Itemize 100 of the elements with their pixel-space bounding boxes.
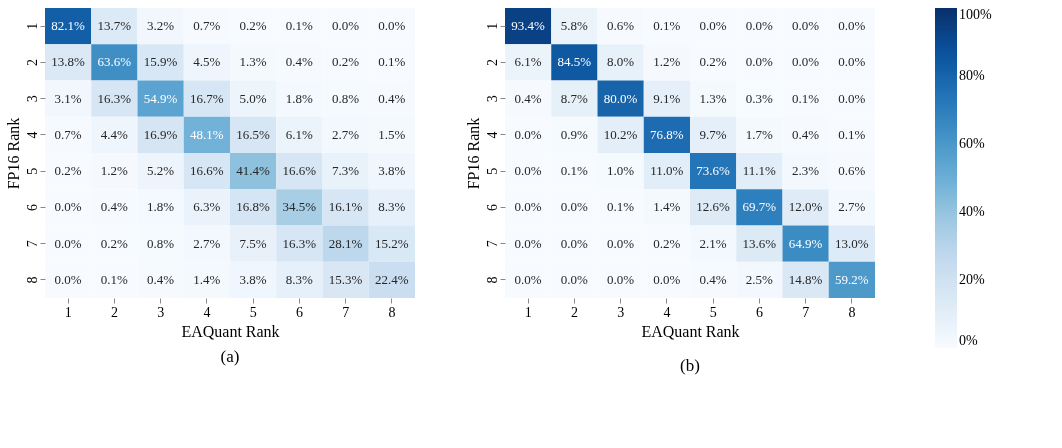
data-label: 48.1% (190, 126, 224, 142)
data-label: 6.1% (285, 126, 314, 142)
data-label: 1.4% (193, 271, 221, 287)
data-label: 12.6% (696, 199, 731, 215)
data-label: 0.0% (745, 54, 774, 70)
data-label: 0.0% (514, 271, 542, 287)
data-label: 0.9% (560, 126, 589, 142)
x-tick-label: 3 (617, 304, 625, 320)
data-label: 1.2% (100, 163, 129, 179)
data-label: 0.0% (792, 54, 820, 70)
data-label: 3.2% (147, 18, 175, 34)
y-tick-label: 5 (484, 167, 500, 175)
y-tick-label: 7 (24, 240, 40, 248)
data-label: 0.0% (54, 199, 82, 215)
x-tick-label: 1 (524, 304, 532, 320)
x-axis-title: EAQuant Rank (641, 322, 740, 340)
data-label: 2.1% (699, 235, 727, 251)
data-label: 1.2% (653, 54, 681, 70)
text: (b) (680, 356, 700, 375)
data-label: 16.3% (282, 235, 317, 251)
data-label: 0.0% (745, 18, 774, 34)
data-label: 0.4% (285, 54, 314, 70)
data-label: 15.9% (143, 54, 178, 70)
data-label: 3.1% (54, 90, 82, 106)
data-label: 12.0% (788, 199, 823, 215)
data-label: 22.4% (375, 271, 409, 287)
data-label: 0.1% (100, 271, 129, 287)
data-label: 0.0% (54, 271, 82, 287)
data-label: 0.0% (54, 235, 82, 251)
data-label: 13.7% (97, 18, 132, 34)
data-label: 93.4% (511, 18, 546, 34)
data-label: 16.8% (236, 199, 271, 215)
data-label: 59.2% (835, 271, 869, 287)
x-tick-label: 7 (802, 304, 810, 320)
data-label: 0.2% (699, 54, 727, 70)
data-label: 84.5% (557, 54, 592, 70)
data-label: 80.0% (603, 90, 638, 106)
data-label: 0.4% (699, 271, 727, 287)
data-label: 0.1% (838, 126, 866, 142)
data-label: 0.1% (792, 90, 820, 106)
data-label: 0.0% (378, 18, 406, 34)
data-label: 0.0% (607, 235, 635, 251)
data-label: 0.0% (838, 54, 866, 70)
x-tick-label: 5 (709, 304, 717, 320)
data-label: 11.1% (742, 163, 777, 179)
data-label: 1.0% (607, 163, 635, 179)
data-label: 0.4% (792, 126, 820, 142)
data-label: 0.0% (560, 235, 589, 251)
data-label: 5.8% (560, 18, 589, 34)
data-label: 1.3% (699, 90, 727, 106)
data-label: 0.0% (699, 18, 727, 34)
data-label: 0.0% (514, 163, 542, 179)
color-bar-label: 80% (959, 68, 985, 83)
data-label: 0.2% (653, 235, 681, 251)
data-label: 11.0% (650, 163, 684, 179)
data-label: 2.7% (193, 235, 221, 251)
y-tick-label: 4 (24, 131, 40, 139)
data-label: 14.8% (788, 271, 823, 287)
y-tick-label: 2 (24, 58, 40, 66)
data-label: 0.0% (838, 18, 866, 34)
data-label: 2.7% (838, 199, 866, 215)
data-label: 1.4% (653, 199, 681, 215)
data-label: 13.6% (742, 235, 777, 251)
data-label: 4.5% (193, 54, 221, 70)
data-label: 0.0% (514, 126, 542, 142)
data-label: 0.4% (514, 90, 542, 106)
data-label: 0.0% (560, 271, 589, 287)
data-label: 41.4% (236, 163, 271, 179)
text: (a) (220, 347, 240, 366)
data-label: 5.2% (147, 163, 175, 179)
data-label: 8.7% (560, 90, 589, 106)
data-label: 2.5% (745, 271, 774, 287)
data-label: 16.7% (190, 90, 224, 106)
data-label: 0.0% (514, 235, 542, 251)
data-label: 0.0% (514, 199, 542, 215)
x-tick-label: 4 (203, 304, 211, 320)
data-label: 1.8% (147, 199, 175, 215)
data-label: 0.8% (332, 90, 360, 106)
data-label: 0.1% (378, 54, 406, 70)
data-label: 64.9% (788, 235, 823, 251)
data-label: 13.0% (835, 235, 869, 251)
data-label: 54.9% (143, 90, 178, 106)
data-label: 3.8% (239, 271, 267, 287)
data-label: 0.0% (653, 271, 681, 287)
data-label: 73.6% (696, 163, 731, 179)
x-axis-title: EAQuant Rank (181, 322, 280, 340)
color-bar-label: 60% (959, 136, 985, 151)
y-tick-label: 8 (24, 276, 40, 284)
data-label: 0.2% (100, 235, 129, 251)
x-tick-label: 3 (157, 304, 165, 320)
x-tick-label: 8 (388, 304, 396, 320)
y-tick-label: 3 (24, 95, 40, 103)
data-label: 16.3% (97, 90, 132, 106)
x-tick-label: 5 (249, 304, 257, 320)
x-tick-label: 6 (755, 304, 763, 320)
y-tick-label: 1 (24, 22, 40, 30)
x-tick-label: 1 (64, 304, 72, 320)
data-label: 7.5% (239, 235, 267, 251)
data-label: 8.3% (285, 271, 314, 287)
data-label: 63.6% (97, 54, 132, 70)
